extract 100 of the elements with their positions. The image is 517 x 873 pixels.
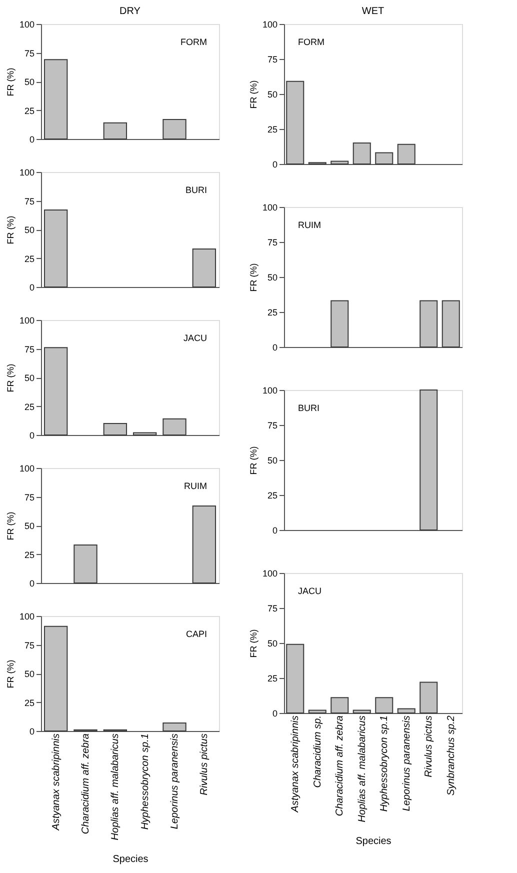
bar	[375, 152, 394, 164]
x-tick-label: Characidium aff. zebra	[80, 733, 92, 834]
y-tick-label: 50	[24, 669, 34, 679]
y-tick-label: 0	[29, 134, 34, 144]
y-tick-label: 75	[24, 640, 34, 650]
annotation: BURI	[185, 185, 207, 195]
bar	[420, 682, 438, 714]
y-tick-label: 50	[24, 225, 34, 235]
y-tick-label: 100	[19, 20, 34, 30]
y-tick-label: 100	[262, 568, 278, 578]
y-tick-label: 0	[272, 342, 278, 352]
bar	[44, 59, 68, 140]
y-axis-title: FR (%)	[5, 216, 16, 244]
annotation: RUIM	[298, 220, 321, 230]
annotation: FORM	[298, 37, 324, 47]
y-tick-label: 0	[29, 430, 34, 440]
bar	[375, 697, 394, 714]
y-tick-label: 75	[267, 604, 278, 614]
y-axis-title: FR (%)	[5, 68, 16, 96]
x-tick-label: Rivulus pictus	[199, 734, 210, 796]
y-tick-label: 100	[262, 386, 278, 396]
y-axis-title: FR (%)	[248, 263, 258, 292]
y-tick-label: 0	[29, 282, 34, 292]
y-tick-label: 75	[267, 238, 278, 248]
x-axis-title: Species	[112, 854, 148, 866]
x-tick-label: Hyphessobrycon sp.1	[140, 734, 151, 830]
y-tick-label: 75	[267, 420, 278, 430]
bar	[286, 80, 304, 164]
annotation: CAPI	[186, 629, 207, 639]
y-axis-title: FR (%)	[5, 364, 16, 392]
bar	[308, 710, 326, 714]
y-axis-title: FR (%)	[248, 446, 258, 475]
y-tick-label: 25	[267, 124, 278, 134]
bar	[286, 644, 304, 714]
x-tick-label: Characidium aff. zebra	[334, 715, 346, 816]
y-tick-label: 0	[29, 578, 34, 588]
bar	[162, 418, 186, 436]
chart-title: DRY	[120, 6, 141, 17]
annotation: RUIM	[184, 481, 207, 491]
y-tick-label: 25	[24, 106, 34, 116]
x-tick-label: Hoplias aff. malabaricus	[356, 716, 368, 822]
y-tick-label: 75	[24, 196, 34, 206]
y-tick-label: 25	[24, 698, 34, 708]
y-tick-label: 0	[272, 160, 278, 170]
x-tick-label: Characidium sp.	[312, 716, 324, 788]
bar	[44, 626, 68, 732]
bar	[44, 347, 68, 436]
bar	[103, 122, 128, 140]
y-tick-label: 50	[24, 373, 34, 383]
x-tick-label: Leporinus paranensis	[170, 734, 180, 830]
y-axis-title: FR (%)	[5, 660, 16, 688]
y-tick-label: 0	[272, 526, 278, 536]
annotation: FORM	[180, 37, 207, 47]
x-tick-label: Hoplias aff. malabaricus	[110, 734, 122, 840]
y-tick-label: 50	[267, 272, 278, 282]
bar	[132, 432, 157, 436]
y-tick-label: 100	[19, 168, 34, 178]
bar	[352, 142, 371, 164]
bar	[103, 423, 128, 436]
y-tick-label: 25	[24, 254, 34, 264]
y-axis-title: FR (%)	[248, 80, 258, 109]
bar	[397, 708, 416, 714]
x-tick-label: Astyanax scabripinnis	[290, 716, 302, 814]
x-tick-label: Astyanax scabripinnis	[50, 734, 62, 832]
bar	[330, 697, 349, 714]
bar	[330, 160, 349, 164]
x-axis-title: Species	[356, 836, 392, 848]
y-tick-label: 50	[267, 456, 278, 466]
y-tick-label: 25	[24, 402, 34, 412]
x-tick-label: Hyphessobrycon sp.1	[379, 716, 390, 812]
y-tick-label: 25	[267, 674, 278, 684]
bar	[397, 144, 416, 164]
y-axis-title: FR (%)	[248, 629, 258, 658]
y-tick-label: 25	[267, 308, 278, 318]
y-tick-label: 100	[262, 20, 278, 30]
y-tick-label: 75	[24, 344, 34, 354]
y-tick-label: 75	[24, 48, 34, 58]
annotation: JACU	[298, 586, 322, 596]
y-tick-label: 100	[19, 316, 34, 326]
y-axis-title: FR (%)	[5, 512, 16, 540]
y-tick-label: 50	[24, 77, 34, 87]
y-tick-label: 100	[19, 612, 34, 622]
y-tick-label: 25	[24, 550, 34, 560]
annotation: BURI	[298, 403, 320, 413]
y-tick-label: 50	[24, 521, 34, 531]
bar	[162, 722, 186, 732]
y-tick-label: 0	[29, 726, 34, 736]
x-tick-label: Synbranchus sp.2	[446, 715, 457, 796]
y-tick-label: 50	[267, 638, 278, 648]
bar	[162, 118, 186, 140]
y-tick-label: 75	[267, 54, 278, 64]
y-tick-label: 75	[24, 492, 34, 502]
bar	[352, 710, 371, 714]
y-tick-label: 100	[19, 464, 34, 474]
y-tick-label: 100	[262, 202, 278, 212]
annotation: JACU	[183, 333, 207, 343]
x-tick-label: Rivulus pictus	[424, 716, 435, 778]
y-tick-label: 0	[272, 708, 278, 718]
chart-title: WET	[362, 6, 384, 17]
y-tick-label: 25	[267, 490, 278, 500]
